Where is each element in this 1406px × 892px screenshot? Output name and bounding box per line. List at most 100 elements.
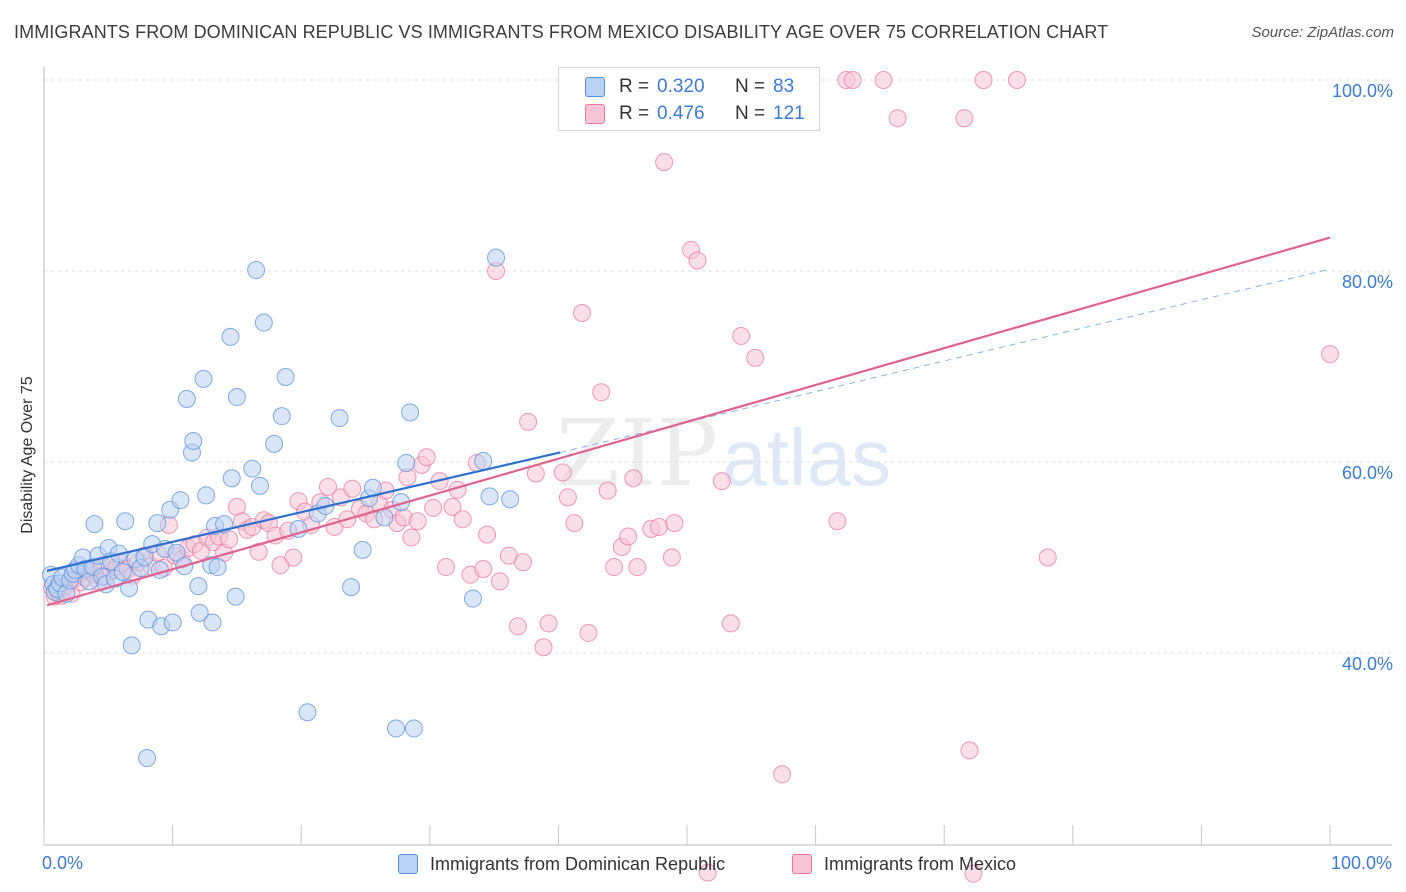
point-mexico-106 — [688, 251, 707, 270]
point-mexico-83 — [513, 553, 532, 572]
point-dominican-50 — [203, 613, 222, 632]
point-mexico-119 — [1038, 548, 1057, 567]
x-tick-label-max: 100.0% — [1331, 853, 1392, 873]
point-mexico-40 — [249, 542, 268, 561]
point-dominican-62 — [265, 434, 284, 453]
point-dominican-80 — [463, 589, 482, 608]
bottom-legend-dominican: Immigrants from Dominican Republic — [398, 852, 725, 876]
source-label: Source: ZipAtlas.com — [1251, 24, 1394, 41]
point-dominican-26 — [122, 636, 141, 655]
y-tick-label-100: 100.0% — [1332, 81, 1393, 101]
point-mexico-118 — [1007, 71, 1026, 89]
point-dominican-15 — [85, 515, 104, 534]
watermark: ZIPatlas — [556, 400, 891, 507]
point-mexico-80 — [490, 572, 509, 591]
tick-labels: 40.0% 60.0% 80.0% 100.0% 0.0% 100.0% — [42, 81, 1393, 873]
point-mexico-111 — [773, 765, 792, 784]
y-tick-label-80: 80.0% — [1342, 272, 1393, 292]
bottom-legend-swatch-mexico — [792, 854, 812, 874]
point-dominican-33 — [148, 514, 167, 533]
correlation-legend: R = 0.320 N = 83 R = 0.476 N = 121 — [558, 67, 820, 131]
point-mexico-101 — [649, 517, 668, 536]
legend-swatch-dominican — [585, 77, 605, 97]
point-dominican-75 — [386, 719, 405, 738]
point-dominican-58 — [243, 459, 262, 478]
x-tick-label-min: 0.0% — [42, 853, 83, 873]
point-dominican-42 — [177, 389, 196, 408]
point-dominican-39 — [167, 543, 186, 562]
point-mexico-93 — [592, 383, 611, 402]
legend-r-value-mexico: 0.476 — [657, 103, 705, 124]
point-dominican-34 — [150, 560, 169, 579]
point-mexico-124 — [712, 472, 731, 491]
point-dominican-64 — [276, 368, 295, 387]
point-mexico-120 — [955, 109, 974, 128]
point-mexico-90 — [565, 514, 584, 533]
point-mexico-86 — [534, 638, 553, 657]
point-mexico-74 — [453, 510, 472, 529]
point-dominican-40 — [171, 491, 190, 510]
bottom-legend-mexico: Immigrants from Mexico — [792, 852, 1016, 876]
watermark-zip: ZIP — [556, 400, 719, 507]
point-mexico-121 — [960, 741, 979, 760]
point-mexico-91 — [573, 304, 592, 323]
point-mexico-116 — [888, 109, 907, 128]
bottom-legend-swatch-dominican — [398, 854, 418, 874]
point-mexico-88 — [553, 463, 572, 482]
point-mexico-78 — [478, 525, 497, 544]
point-dominican-24 — [116, 512, 135, 531]
point-dominican-52 — [208, 558, 227, 577]
legend-r-label: R = — [619, 103, 650, 124]
point-dominican-63 — [272, 407, 291, 426]
point-mexico-102 — [655, 153, 674, 172]
point-mexico-115 — [874, 71, 893, 89]
legend-n-label: N = — [735, 76, 766, 97]
point-mexico-82 — [508, 617, 527, 636]
point-mexico-109 — [732, 326, 751, 345]
point-mexico-108 — [721, 614, 740, 633]
point-dominican-55 — [222, 469, 241, 488]
point-dominican-78 — [401, 403, 420, 422]
legend-row-mexico: R = 0.476 N = 121 — [585, 101, 805, 127]
point-mexico-55 — [343, 479, 362, 498]
bottom-legend-label-dominican: Immigrants from Dominican Republic — [430, 853, 726, 874]
point-mexico-94 — [598, 481, 617, 500]
point-dominican-60 — [250, 476, 269, 495]
legend-n-label: N = — [735, 103, 766, 124]
point-dominican-30 — [138, 749, 157, 768]
point-mexico-35 — [220, 530, 239, 549]
point-dominican-69 — [330, 409, 349, 428]
point-mexico-97 — [619, 527, 638, 546]
point-mexico-103 — [662, 548, 681, 567]
point-mexico-51 — [318, 477, 337, 496]
axes — [43, 67, 1392, 846]
point-dominican-74 — [375, 508, 394, 527]
point-mexico-122 — [964, 864, 983, 883]
legend-r-value-dominican: 0.320 — [657, 76, 705, 97]
point-mexico-89 — [558, 488, 577, 507]
trend-dominican — [46, 451, 561, 572]
y-tick-label-40: 40.0% — [1342, 654, 1393, 674]
point-mexico-84 — [519, 412, 538, 431]
chart-title: IMMIGRANTS FROM DOMINICAN REPUBLIC VS IM… — [14, 22, 1109, 42]
legend-row-dominican: R = 0.320 N = 83 — [585, 74, 794, 100]
y-tick-label-60: 60.0% — [1342, 463, 1393, 483]
point-dominican-66 — [298, 703, 317, 722]
point-mexico-69 — [424, 498, 443, 517]
point-dominican-70 — [342, 578, 361, 597]
point-mexico-68 — [417, 448, 436, 467]
point-mexico-110 — [746, 348, 765, 367]
point-dominican-56 — [226, 587, 245, 606]
point-dominican-23 — [113, 562, 132, 581]
point-mexico-87 — [539, 614, 558, 633]
point-mexico-112 — [828, 512, 847, 531]
point-dominican-83 — [501, 490, 520, 509]
point-mexico-72 — [443, 497, 462, 516]
point-dominican-57 — [227, 388, 246, 407]
point-mexico-65 — [402, 528, 421, 547]
series-dominican-points — [41, 248, 520, 768]
point-mexico-107 — [698, 863, 717, 882]
grid-lines — [44, 79, 1392, 654]
point-dominican-82 — [487, 248, 506, 267]
